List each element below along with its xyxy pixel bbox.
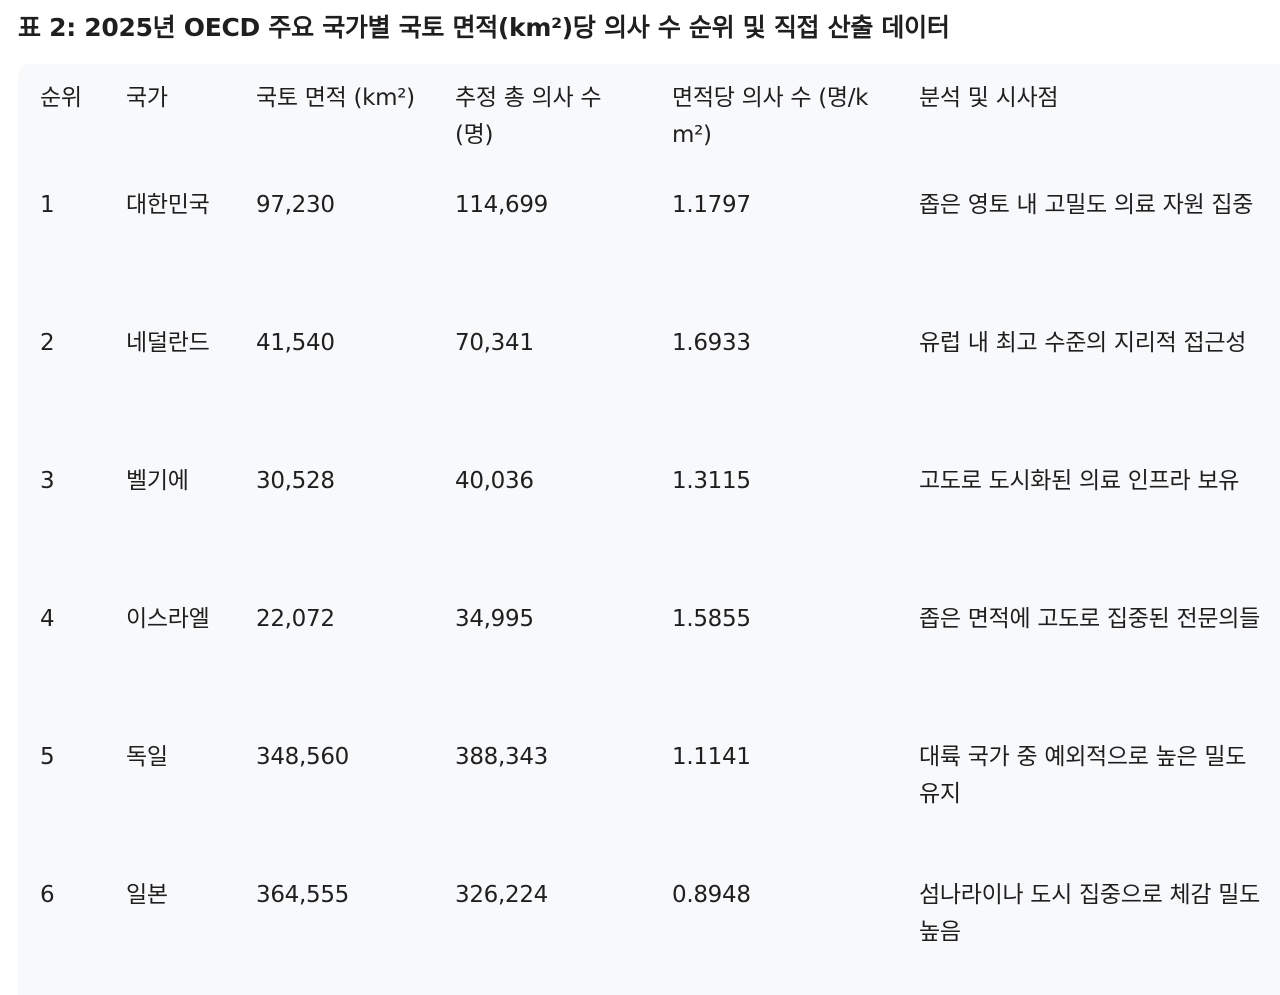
cell-rank: 2 [40, 330, 55, 356]
column-header-area: 국토 면적 (km²) [256, 85, 415, 111]
cell-area: 41,540 [256, 330, 335, 356]
cell-rank: 6 [40, 882, 55, 908]
cell-area: 348,560 [256, 744, 350, 770]
cell-note: 섬나라이나 도시 집중으로 체감 밀도 높음 [919, 882, 1260, 945]
cell-density: 1.1797 [672, 192, 751, 218]
cell-note: 고도로 도시화된 의료 인프라 보유 [919, 468, 1240, 494]
column-header-country: 국가 [126, 85, 168, 111]
cell-note: 유럽 내 최고 수준의 지리적 접근성 [919, 330, 1247, 356]
cell-density: 1.6933 [672, 330, 751, 356]
column-header-density: 면적당 의사 수 (명/km²) [672, 85, 869, 148]
data-table: 순위 국가 국토 면적 (km²) 추정 총 의사 수 (명) 면적당 의사 수… [18, 64, 1280, 995]
cell-note: 대륙 국가 중 예외적으로 높은 밀도 유지 [919, 744, 1247, 807]
cell-country: 독일 [126, 744, 168, 770]
cell-density: 1.5855 [672, 606, 751, 632]
column-header-doctors: 추정 총 의사 수 (명) [455, 85, 602, 148]
cell-doctors: 326,224 [455, 882, 549, 908]
cell-rank: 3 [40, 468, 55, 494]
cell-area: 30,528 [256, 468, 335, 494]
cell-area: 22,072 [256, 606, 335, 632]
cell-country: 일본 [126, 882, 168, 908]
cell-area: 97,230 [256, 192, 335, 218]
cell-density: 0.8948 [672, 882, 751, 908]
cell-area: 364,555 [256, 882, 350, 908]
cell-note: 좁은 면적에 고도로 집중된 전문의들 [919, 606, 1260, 632]
cell-note: 좁은 영토 내 고밀도 의료 자원 집중 [919, 192, 1254, 218]
cell-country: 이스라엘 [126, 606, 210, 632]
cell-doctors: 40,036 [455, 468, 534, 494]
cell-country: 네덜란드 [126, 330, 210, 356]
cell-rank: 4 [40, 606, 55, 632]
cell-country: 벨기에 [126, 468, 189, 494]
cell-density: 1.1141 [672, 744, 751, 770]
cell-rank: 1 [40, 192, 55, 218]
cell-doctors: 70,341 [455, 330, 534, 356]
cell-doctors: 34,995 [455, 606, 534, 632]
page-title: 표 2: 2025년 OECD 주요 국가별 국토 면적(km²)당 의사 수 … [18, 13, 950, 42]
column-header-rank: 순위 [40, 85, 82, 111]
column-header-note: 분석 및 시사점 [919, 85, 1059, 111]
cell-rank: 5 [40, 744, 55, 770]
cell-doctors: 114,699 [455, 192, 549, 218]
cell-density: 1.3115 [672, 468, 751, 494]
cell-doctors: 388,343 [455, 744, 549, 770]
cell-country: 대한민국 [126, 192, 210, 218]
